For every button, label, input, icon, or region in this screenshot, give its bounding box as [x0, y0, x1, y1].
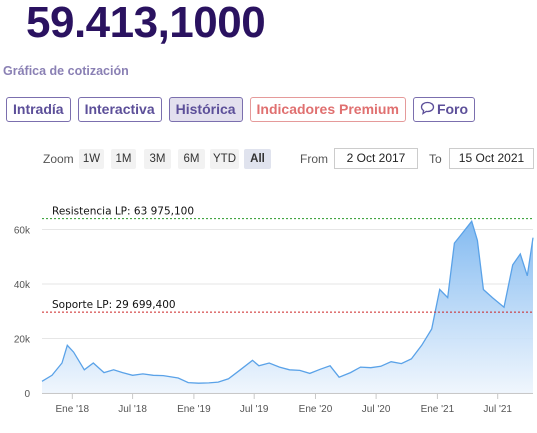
- support-label: Soporte LP: 29 699,400: [52, 299, 176, 311]
- x-tick-label: Jul '21: [483, 404, 512, 415]
- chart-section-title: Gráfica de cotización: [3, 64, 129, 78]
- y-tick-label: 60k: [14, 226, 31, 237]
- from-label: From: [300, 152, 328, 166]
- x-tick-label: Ene '18: [56, 404, 90, 415]
- to-date-input[interactable]: 15 Oct 2021: [449, 148, 534, 169]
- chart-tabs: Intradía Interactiva Histórica Indicador…: [6, 97, 476, 122]
- x-tick-label: Jul '18: [118, 404, 147, 415]
- x-tick-label: Jul '20: [362, 404, 391, 415]
- zoom-6m-button[interactable]: 6M: [178, 149, 205, 169]
- tab-forum-label: Foro: [436, 101, 469, 117]
- zoom-ytd-button[interactable]: YTD: [210, 149, 239, 169]
- series-line: [41, 219, 534, 384]
- from-date-input[interactable]: 2 Oct 2017: [334, 148, 418, 169]
- tab-forum[interactable]: Foro: [412, 97, 476, 122]
- zoom-all-button[interactable]: All: [244, 149, 271, 169]
- speech-bubble-icon: [420, 99, 435, 122]
- x-tick-label: Ene '19: [177, 404, 211, 415]
- y-tick-label: 40k: [14, 280, 31, 291]
- tab-premium-indicators[interactable]: Indicadores Premium: [249, 97, 406, 122]
- zoom-label: Zoom: [43, 152, 74, 166]
- tab-intraday[interactable]: Intradía: [6, 97, 71, 122]
- y-tick-label: 20k: [14, 335, 31, 346]
- to-label: To: [429, 152, 442, 166]
- zoom-3m-button[interactable]: 3M: [144, 149, 171, 169]
- resistance-label: Resistencia LP: 63 975,100: [52, 206, 194, 218]
- zoom-1m-button[interactable]: 1M: [111, 149, 136, 169]
- x-tick-label: Ene '20: [299, 404, 333, 415]
- tab-interactive[interactable]: Interactiva: [77, 97, 162, 122]
- zoom-1w-button[interactable]: 1W: [79, 149, 104, 169]
- series-area: [42, 221, 533, 393]
- price-chart: 0 20k 40k 60k Ene '18 Jul '18 Ene '19 Jul '19 En…: [14, 206, 534, 415]
- tab-historical[interactable]: Histórica: [168, 97, 243, 122]
- y-tick-label: 0: [24, 389, 30, 400]
- x-tick-label: Jul '19: [240, 404, 269, 415]
- current-price: 59.413,1000: [26, 0, 266, 47]
- x-tick-label: Ene '21: [421, 404, 455, 415]
